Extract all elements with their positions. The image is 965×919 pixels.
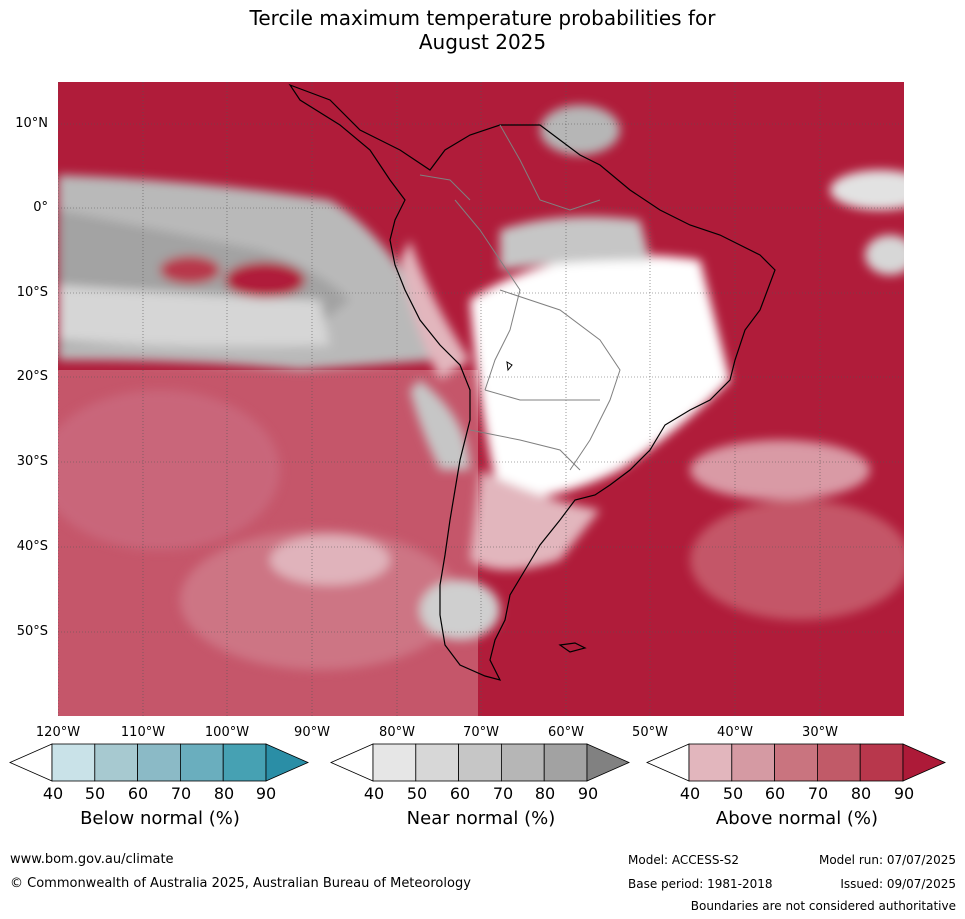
lon-label-80w: 80°W — [379, 725, 415, 740]
footer-copyright: © Commonwealth of Australia 2025, Austra… — [10, 876, 471, 891]
colorbar-above-segment — [688, 743, 733, 782]
colorbar-below-max-arrow — [265, 743, 309, 782]
patch-atlantic-light — [830, 170, 904, 210]
patch-south-pacific — [58, 390, 280, 550]
footer-model: Model: ACCESS-S2 — [628, 853, 740, 867]
lon-label-60w: 60°W — [548, 725, 584, 740]
lake-titicaca — [506, 361, 513, 372]
colorbar-near-max-arrow — [586, 743, 630, 782]
south-america-coastline — [288, 83, 776, 681]
colorbar-near-segment — [415, 743, 459, 782]
colorbar-near-segment — [543, 743, 588, 782]
colorbar-below-tick: 40 — [42, 784, 64, 803]
country-borders — [419, 124, 621, 471]
lon-label-40w: 40°W — [717, 725, 753, 740]
colorbar-below-segment — [137, 743, 181, 782]
patch-atlantic-light-2 — [865, 235, 904, 275]
footer-website[interactable]: www.bom.gov.au/climate — [10, 852, 174, 867]
footer-model-run: Model run: 07/07/2025 — [818, 853, 956, 867]
patch-pacific-red-2 — [225, 262, 305, 298]
colorbar-near-tick: 70 — [492, 784, 514, 803]
colorbar-below-segment — [222, 743, 267, 782]
lat-label-20s: 20°S — [16, 369, 48, 384]
lon-label-50w: 50°W — [632, 725, 668, 740]
colorbar-above-tick: 90 — [893, 784, 915, 803]
colorbar-below-tick: 80 — [213, 784, 235, 803]
patch-south-atlantic — [690, 500, 904, 620]
patch-south-atlantic-light — [690, 440, 870, 500]
map-title-line1: Tercile maximum temperature probabilitie… — [249, 6, 716, 30]
colorbar-near-tick: 80 — [534, 784, 556, 803]
band-near-normal-pacific-light — [58, 285, 330, 347]
colorbar-below-segment — [94, 743, 139, 782]
colorbar-above-label: Above normal (%) — [715, 808, 879, 829]
colorbar-below-segment — [179, 743, 224, 782]
colorbar-near-tick: 90 — [577, 784, 599, 803]
map-title-line2: August 2025 — [418, 30, 547, 54]
map-gridlines — [58, 82, 904, 716]
patch-pacific-red — [160, 256, 220, 284]
lat-label-50s: 50°S — [16, 624, 48, 639]
colorbar-near-min-arrow — [330, 743, 374, 782]
colorbars — [9, 743, 946, 782]
patch-south-pacific-2 — [180, 530, 460, 670]
colorbar-below-tick: 90 — [255, 784, 277, 803]
colorbar-near-label: Near normal (%) — [406, 808, 556, 829]
lat-label-10s: 10°S — [16, 285, 48, 300]
lon-label-100w: 100°W — [204, 725, 250, 740]
lat-label-10n: 10°N — [15, 116, 48, 131]
patch-amazon-near — [500, 216, 650, 270]
colorbar-above-segment — [731, 743, 775, 782]
colorbar-above-tick: 80 — [850, 784, 872, 803]
patch-andes-light — [400, 240, 470, 380]
colorbar-near-tick: 50 — [406, 784, 428, 803]
map-title: Tercile maximum temperature probabilitie… — [0, 6, 965, 54]
colorbar-below-min-arrow — [9, 743, 53, 782]
colorbar-near-segment — [458, 743, 502, 782]
colorbar-below-tick: 70 — [170, 784, 192, 803]
lon-label-110w: 110°W — [120, 725, 166, 740]
map-field — [58, 82, 904, 716]
colorbar-near-segment — [500, 743, 545, 782]
footer-base-period: Base period: 1981-2018 — [628, 877, 773, 891]
colorbar-below-segment — [51, 743, 96, 782]
lon-label-30w: 30°W — [802, 725, 838, 740]
footer-issued: Issued: 09/07/2025 — [840, 877, 956, 891]
colorbar-above-segment — [859, 743, 904, 782]
colorbar-above-max-arrow — [902, 743, 946, 782]
colorbar-near-segment — [372, 743, 417, 782]
colorbar-below-tick: 50 — [84, 784, 106, 803]
patch-pampas-light — [470, 470, 600, 570]
patch-south-pacific-light — [270, 535, 390, 585]
colorbar-above-tick: 60 — [764, 784, 786, 803]
lon-label-90w: 90°W — [294, 725, 330, 740]
colorbar-above-tick: 50 — [722, 784, 744, 803]
colorbar-above-tick: 40 — [679, 784, 701, 803]
patch-guiana-near — [540, 105, 620, 155]
colorbar-above-tick: 70 — [807, 784, 829, 803]
lat-label-30s: 30°S — [16, 454, 48, 469]
colorbar-below-tick: 60 — [127, 784, 149, 803]
colorbar-above-segment — [817, 743, 861, 782]
colorbar-above-segment — [774, 743, 818, 782]
patch-chile-near — [410, 380, 470, 470]
colorbar-below-label: Below normal (%) — [80, 808, 240, 829]
footer-disclaimer: Boundaries are not considered authoritat… — [690, 899, 956, 913]
colorbar-above-min-arrow — [646, 743, 690, 782]
lat-label-0: 0° — [33, 200, 48, 215]
lat-label-40s: 40°S — [16, 539, 48, 554]
patch-interior-neutral — [470, 255, 730, 500]
falkland-islands — [558, 642, 587, 653]
lon-label-70w: 70°W — [463, 725, 499, 740]
colorbar-near-tick: 60 — [449, 784, 471, 803]
colorbar-near-tick: 40 — [363, 784, 385, 803]
lon-label-120w: 120°W — [35, 725, 81, 740]
patch-patagonia-near — [420, 580, 500, 640]
